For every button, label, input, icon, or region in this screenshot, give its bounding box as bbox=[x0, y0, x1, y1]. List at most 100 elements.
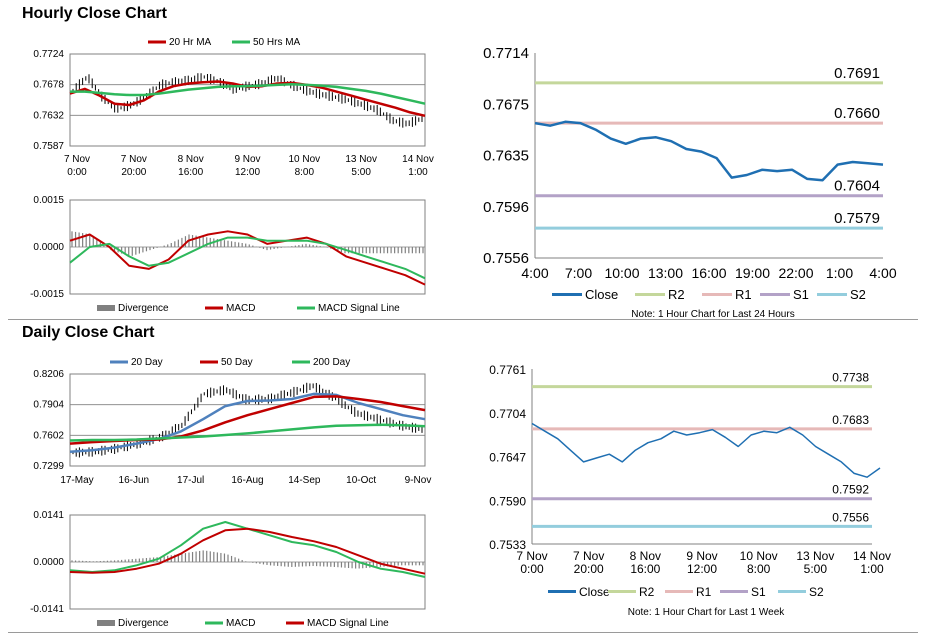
hourly-section-title: Hourly Close Chart bbox=[22, 5, 167, 22]
legend-macd-swatch bbox=[205, 621, 223, 625]
x-tick-label: 19:00 bbox=[735, 265, 770, 281]
legend-r2: R2 bbox=[639, 585, 655, 599]
x-tick-label: 22:00 bbox=[778, 265, 813, 281]
legend-20-day: 20 Day bbox=[131, 357, 163, 368]
x-tick-label: 13:00 bbox=[648, 265, 683, 281]
x-tick-label: 1:00 bbox=[408, 167, 428, 178]
y-tick-label: 0.7587 bbox=[33, 141, 64, 152]
legend-20-day-swatch bbox=[110, 360, 128, 364]
y-tick-label: -0.0141 bbox=[30, 604, 64, 615]
x-tick-label: 0:00 bbox=[520, 562, 544, 576]
legend-50-day-swatch bbox=[200, 360, 218, 364]
section-divider bbox=[8, 319, 918, 320]
legend-macd-signal-line: MACD Signal Line bbox=[307, 618, 389, 629]
daily-section-title: Daily Close Chart bbox=[22, 324, 155, 341]
x-tick-label: 5:00 bbox=[804, 562, 828, 576]
y-tick-label: 0.7678 bbox=[33, 80, 64, 91]
x-tick-label: 1:00 bbox=[860, 562, 884, 576]
legend-200-day-swatch bbox=[292, 360, 310, 364]
x-tick-label: 14 Nov bbox=[402, 154, 434, 165]
legend-divergence-swatch bbox=[97, 305, 115, 311]
y-tick-label: 0.0000 bbox=[33, 242, 64, 253]
legend-r2: R2 bbox=[668, 287, 685, 302]
y-tick-label: 0.7632 bbox=[33, 110, 64, 121]
legend-macd-signal-line-swatch bbox=[286, 621, 304, 625]
x-tick-label: 16:00 bbox=[630, 562, 660, 576]
plot-area bbox=[69, 373, 426, 467]
legend-macd-signal-line-swatch bbox=[297, 306, 315, 310]
level-s1-label: 0.7604 bbox=[834, 178, 880, 195]
plot-area bbox=[69, 53, 426, 147]
y-tick-label: 0.7533 bbox=[489, 538, 526, 552]
series-macd-line bbox=[69, 230, 426, 286]
y-tick-label: 0.7299 bbox=[33, 461, 64, 472]
legend-macd: MACD bbox=[226, 618, 255, 629]
daily-macd-chart: 0.0141 0.0000 -0.0141 Divergence MACD MACD Si… bbox=[30, 510, 426, 629]
series-200-day-line bbox=[69, 423, 426, 442]
legend-s2: S2 bbox=[850, 287, 866, 302]
y-tick-label: 0.7704 bbox=[489, 407, 526, 421]
legend-20-hr-ma-swatch bbox=[148, 40, 166, 44]
x-tick-label: 10-Oct bbox=[346, 475, 376, 486]
y-tick-label: 0.7761 bbox=[489, 363, 526, 377]
legend-divergence: Divergence bbox=[118, 618, 169, 629]
legend-s2: S2 bbox=[809, 585, 824, 599]
level-s2-label: 0.7579 bbox=[834, 210, 880, 227]
x-tick-label: 4:00 bbox=[521, 265, 548, 281]
legend-s2-swatch bbox=[778, 590, 806, 593]
x-tick-label: 9-Nov bbox=[405, 475, 432, 486]
x-tick-label: 8:00 bbox=[747, 562, 771, 576]
legend-close: Close bbox=[579, 585, 610, 599]
x-tick-label: 16:00 bbox=[691, 265, 726, 281]
y-tick-label: 0.8206 bbox=[33, 369, 64, 380]
series-close-line bbox=[531, 422, 881, 478]
x-tick-label: 8 Nov bbox=[630, 549, 661, 563]
x-tick-label: 17-Jul bbox=[177, 475, 204, 486]
legend-r1-swatch bbox=[702, 293, 732, 296]
legend-s1-swatch bbox=[760, 293, 790, 296]
legend-close: Close bbox=[585, 287, 618, 302]
level-r2-label: 0.7738 bbox=[832, 371, 869, 385]
level-s1-label: 0.7592 bbox=[832, 483, 869, 497]
x-tick-label: 9 Nov bbox=[686, 549, 717, 563]
series-20-day-line bbox=[69, 392, 426, 453]
y-tick-label: 0.7602 bbox=[33, 430, 64, 441]
x-tick-label: 0:00 bbox=[67, 167, 87, 178]
x-tick-label: 16:00 bbox=[178, 167, 203, 178]
x-tick-label: 12:00 bbox=[687, 562, 717, 576]
daily-price-chart: 0.8206 0.7904 0.7602 0.7299 17-May 16-Jun 17-J… bbox=[33, 357, 432, 486]
legend-r1: R1 bbox=[696, 585, 712, 599]
hourly-macd-chart: 0.0015 0.0000 -0.0015 Divergence MACD MACD Si… bbox=[30, 195, 426, 314]
y-tick-label: -0.0015 bbox=[30, 289, 64, 300]
legend-50-day: 50 Day bbox=[221, 357, 253, 368]
legend-50-hrs-ma-swatch bbox=[232, 40, 250, 44]
y-tick-label: 0.7724 bbox=[33, 49, 64, 60]
legend-s1-swatch bbox=[720, 590, 748, 593]
x-tick-label: 10 Nov bbox=[288, 154, 320, 165]
series-close-line bbox=[534, 120, 884, 182]
y-tick-label: 0.7675 bbox=[483, 96, 529, 113]
legend-macd-swatch bbox=[205, 306, 223, 310]
bottom-divider bbox=[8, 632, 918, 633]
y-tick-label: 0.0015 bbox=[33, 195, 64, 206]
x-tick-label: 10:00 bbox=[604, 265, 639, 281]
y-tick-label: 0.7714 bbox=[483, 45, 529, 62]
x-tick-label: 14-Sep bbox=[288, 475, 321, 486]
x-tick-label: 12:00 bbox=[235, 167, 260, 178]
x-tick-label: 5:00 bbox=[351, 167, 371, 178]
x-tick-label: 1:00 bbox=[826, 265, 853, 281]
chart-note: Note: 1 Hour Chart for Last 24 Hours bbox=[631, 309, 794, 320]
x-tick-label: 20:00 bbox=[121, 167, 146, 178]
level-r1-label: 0.7660 bbox=[834, 105, 880, 122]
x-tick-label: 13 Nov bbox=[796, 549, 834, 563]
legend-r1-swatch bbox=[665, 590, 693, 593]
legend-s1: S1 bbox=[793, 287, 809, 302]
x-tick-label: 8 Nov bbox=[178, 154, 204, 165]
legend-s1: S1 bbox=[751, 585, 766, 599]
y-tick-label: 0.7596 bbox=[483, 199, 529, 216]
legend-divergence-swatch bbox=[97, 620, 115, 626]
x-tick-label: 13 Nov bbox=[345, 154, 377, 165]
legend-s2-swatch bbox=[817, 293, 847, 296]
x-tick-label: 7 Nov bbox=[64, 154, 90, 165]
